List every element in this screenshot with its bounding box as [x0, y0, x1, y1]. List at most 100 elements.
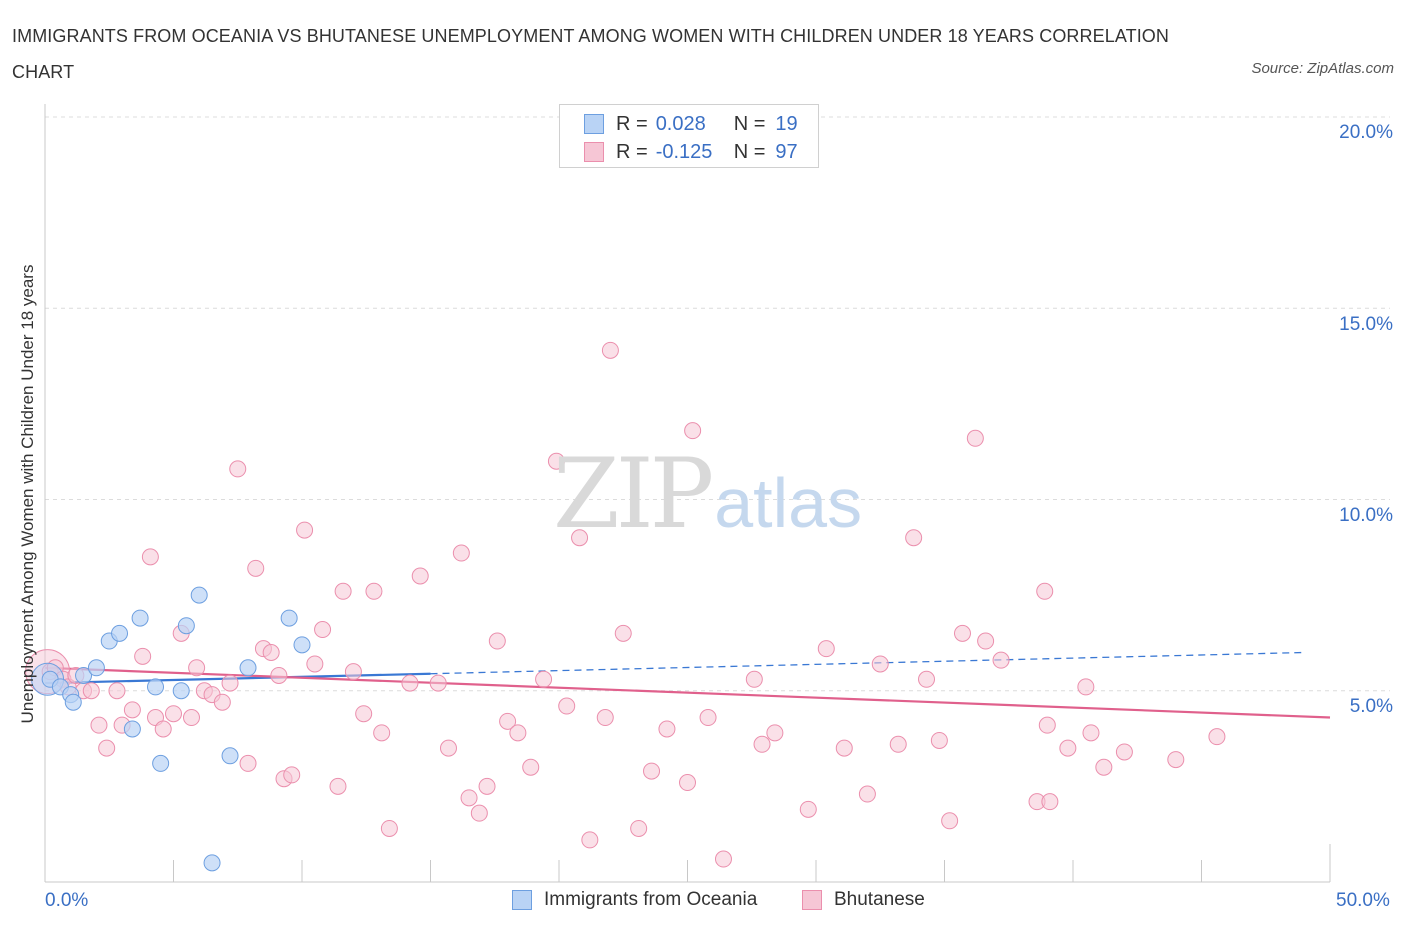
- bhutanese-point: [154, 720, 172, 738]
- bhutanese-point: [314, 621, 332, 639]
- bhutanese-point: [699, 709, 717, 727]
- axes: [44, 104, 1331, 883]
- bhutanese-point: [871, 655, 889, 673]
- bhutanese-point: [1082, 724, 1100, 742]
- bhutanese-point: [630, 819, 648, 837]
- bhutanese-point: [889, 735, 907, 753]
- bhutanese-point: [355, 705, 373, 723]
- legend-item-bhutanese[interactable]: Bhutanese: [802, 889, 925, 911]
- legend-item-oceania[interactable]: Immigrants from Oceania: [512, 889, 757, 911]
- source-label: Source: ZipAtlas.com: [1251, 60, 1394, 77]
- bhutanese-point: [82, 682, 100, 700]
- bhutanese-point: [522, 758, 540, 776]
- bhutanese-point: [141, 548, 159, 566]
- bhutanese-point: [614, 624, 632, 642]
- oceania-point: [111, 624, 129, 642]
- bhutanese-point: [270, 666, 288, 684]
- bhutanese-point: [977, 632, 995, 650]
- bhutanese-point: [470, 804, 488, 822]
- bhutanese-point: [799, 800, 817, 818]
- bhutanese-point: [766, 724, 784, 742]
- bhutanese-point: [306, 655, 324, 673]
- bhutanese-point: [499, 712, 517, 730]
- gridlines: [45, 116, 1390, 692]
- oceania-trend-line: [44, 672, 431, 685]
- legend-row-bhutanese: R = -0.125 N = 97: [584, 138, 798, 166]
- r-label: R =: [616, 112, 648, 135]
- oceania-point: [152, 754, 170, 772]
- n-label: N =: [733, 112, 766, 135]
- bhutanese-legend-label: Bhutanese: [834, 889, 925, 910]
- bhutanese-point: [953, 624, 971, 642]
- bhutanese-point: [679, 774, 696, 792]
- bhutanese-point: [165, 705, 182, 723]
- bhutanese-point: [452, 544, 470, 562]
- bhutanese-point: [296, 521, 314, 539]
- bhutanese-point: [188, 659, 206, 677]
- bhutanese-point: [108, 682, 126, 700]
- bhutanese-point: [1115, 743, 1133, 761]
- bhutanese-point: [213, 693, 231, 711]
- bhutanese-point: [439, 739, 457, 757]
- watermark: ZIPatlas: [553, 438, 862, 550]
- bhutanese-point: [535, 670, 553, 688]
- bhutanese-point: [1038, 716, 1056, 734]
- bhutanese-point: [344, 663, 362, 681]
- oceania-legend-label: Immigrants from Oceania: [544, 889, 758, 910]
- bhutanese-point: [1095, 758, 1113, 776]
- y-tick-label-5: 5.0%: [1349, 696, 1393, 717]
- bhutanese-point: [247, 559, 265, 577]
- bhutanese-point: [1167, 751, 1185, 769]
- bhutanese-point: [558, 697, 576, 715]
- bhutanese-point: [966, 429, 984, 447]
- oceania-point: [177, 617, 195, 635]
- bhutanese-point: [753, 735, 771, 753]
- bhutanese-point: [488, 632, 506, 650]
- bhutanese-n-value: 97: [775, 140, 798, 163]
- bhutanese-point: [941, 812, 959, 830]
- oceania-point: [87, 659, 105, 677]
- bhutanese-point: [547, 452, 565, 470]
- bhutanese-point: [134, 647, 152, 665]
- bhutanese-point: [334, 582, 352, 600]
- bhutanese-point: [401, 674, 419, 692]
- correlation-legend: R = 0.028 N = 19 R = -0.125 N = 97: [559, 104, 819, 168]
- n-label: N =: [733, 140, 766, 163]
- y-tick-label-10: 10.0%: [1339, 505, 1393, 526]
- oceania-point: [147, 678, 165, 696]
- bhutanese-point: [98, 739, 116, 757]
- x-tick-label-max: 50.0%: [1336, 890, 1390, 911]
- bhutanese-trend-line: [44, 666, 1331, 719]
- bhutanese-point: [658, 720, 676, 738]
- oceania-r-value: 0.028: [655, 112, 706, 135]
- bhutanese-point: [1036, 582, 1054, 600]
- r-label: R =: [616, 140, 648, 163]
- bhutanese-point: [229, 460, 247, 478]
- bhutanese-point: [182, 709, 200, 727]
- bhutanese-point: [429, 674, 447, 692]
- bhutanese-point: [380, 819, 398, 837]
- oceania-legend-swatch: [512, 890, 532, 910]
- bhutanese-point: [221, 674, 239, 692]
- y-axis-label: Unemployment Among Women with Children U…: [18, 264, 37, 724]
- oceania-n-value: 19: [775, 112, 798, 135]
- watermark-atlas: atlas: [714, 464, 863, 542]
- trend-lines: [44, 651, 1331, 719]
- bhutanese-point: [714, 850, 732, 868]
- oceania-point: [203, 854, 221, 872]
- oceania-point: [280, 609, 298, 627]
- oceania-point: [172, 682, 190, 700]
- bhutanese-point: [596, 709, 614, 727]
- bhutanese-point: [835, 739, 853, 757]
- bhutanese-point: [1041, 793, 1059, 811]
- bhutanese-point: [918, 670, 936, 688]
- watermark-zip: ZIP: [553, 438, 714, 550]
- bhutanese-points: [25, 341, 1226, 868]
- bhutanese-point: [373, 724, 391, 742]
- bhutanese-point: [905, 529, 923, 547]
- bhutanese-point: [684, 422, 702, 440]
- bhutanese-swatch: [584, 142, 604, 162]
- bhutanese-legend-swatch: [802, 890, 822, 910]
- oceania-point: [75, 666, 93, 684]
